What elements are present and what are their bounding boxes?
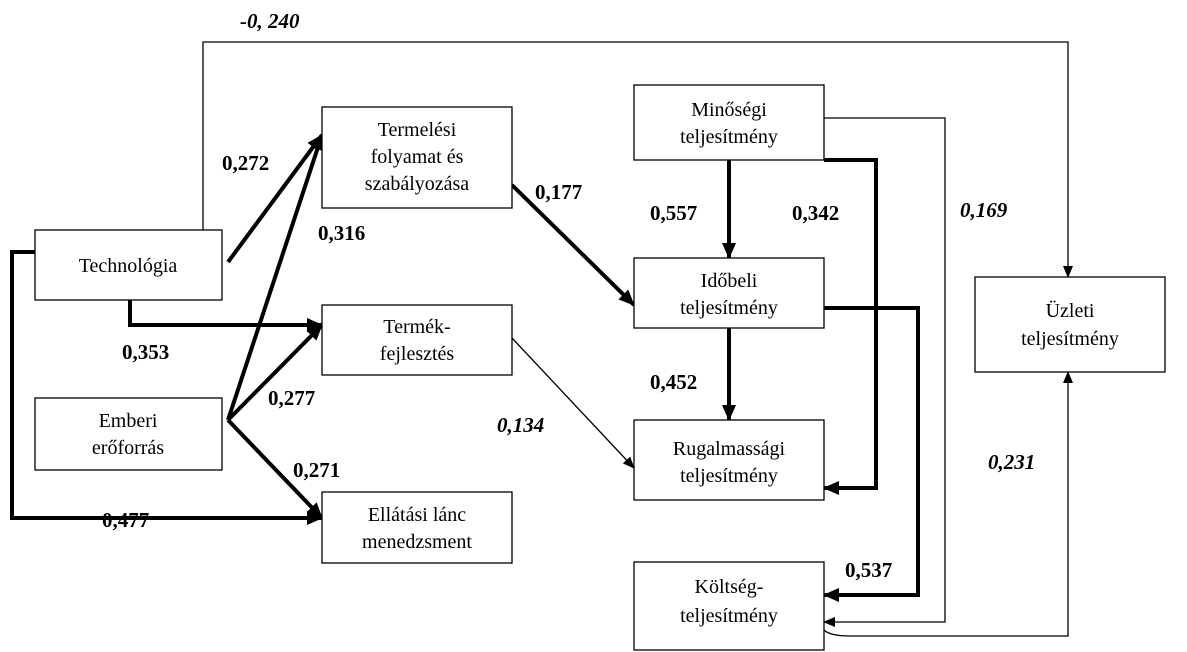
arrow bbox=[823, 371, 1073, 637]
edge-label: 0,271 bbox=[293, 458, 340, 482]
edge-label: 0,353 bbox=[122, 340, 169, 364]
arrow bbox=[226, 418, 324, 520]
node-label: Rugalmassági bbox=[673, 438, 786, 460]
edge-label: 0,169 bbox=[960, 198, 1008, 222]
arrow bbox=[823, 158, 878, 495]
arrow bbox=[226, 133, 324, 264]
edge-label: 0,231 bbox=[988, 450, 1035, 474]
arrow bbox=[823, 306, 920, 602]
node-label: Emberi bbox=[99, 410, 158, 432]
arrow bbox=[226, 134, 324, 421]
edge-label: 0,477 bbox=[102, 508, 149, 532]
node-label: folyamat és bbox=[371, 146, 464, 168]
edge-label: 0,316 bbox=[318, 221, 365, 245]
node-box bbox=[633, 84, 825, 161]
arrow bbox=[128, 300, 323, 332]
node-box bbox=[321, 106, 513, 209]
edge-label: 0,277 bbox=[268, 386, 315, 410]
node-label: erőforrás bbox=[92, 437, 164, 459]
node-label: menedzsment bbox=[362, 531, 472, 553]
edge-label: -0, 240 bbox=[240, 9, 300, 33]
node-box bbox=[633, 561, 825, 651]
node-label: teljesítmény bbox=[680, 297, 778, 319]
arrow bbox=[226, 323, 324, 422]
node-label: szabályozása bbox=[365, 173, 470, 195]
node-box bbox=[34, 397, 223, 471]
edge-label: 0,557 bbox=[650, 201, 697, 225]
node-box bbox=[974, 276, 1166, 373]
node-box bbox=[321, 304, 513, 376]
edge-label: 0,342 bbox=[792, 201, 839, 225]
arrow bbox=[510, 183, 636, 307]
node-label: Ellátási lánc bbox=[368, 504, 466, 526]
node-label: Időbeli bbox=[701, 270, 758, 292]
node-label: fejlesztés bbox=[380, 343, 455, 365]
edge-label: 0,537 bbox=[845, 558, 892, 582]
arrow bbox=[511, 337, 635, 469]
node-label: teljesítmény bbox=[1021, 328, 1119, 350]
node-label: teljesítmény bbox=[680, 465, 778, 487]
edge-label: 0,452 bbox=[650, 370, 697, 394]
node-label: Technológia bbox=[79, 255, 178, 277]
node-label: Termék- bbox=[383, 316, 450, 338]
node-label: Minőségi bbox=[691, 99, 767, 121]
node-box bbox=[34, 229, 223, 301]
node-label: Termelési bbox=[378, 119, 457, 141]
node-label: Költség- bbox=[695, 576, 764, 598]
arrow bbox=[202, 41, 1073, 278]
node-box bbox=[633, 257, 825, 329]
edge-label: 0,134 bbox=[497, 413, 544, 437]
node-label: teljesítmény bbox=[680, 605, 778, 627]
edge-label: 0,272 bbox=[222, 151, 269, 175]
edge-label: 0,177 bbox=[535, 180, 582, 204]
node-box bbox=[633, 419, 825, 501]
node-label: teljesítmény bbox=[680, 126, 778, 148]
node-box bbox=[321, 491, 513, 564]
arrow bbox=[10, 250, 323, 525]
node-label: Üzleti bbox=[1046, 299, 1095, 322]
arrow bbox=[823, 117, 946, 627]
